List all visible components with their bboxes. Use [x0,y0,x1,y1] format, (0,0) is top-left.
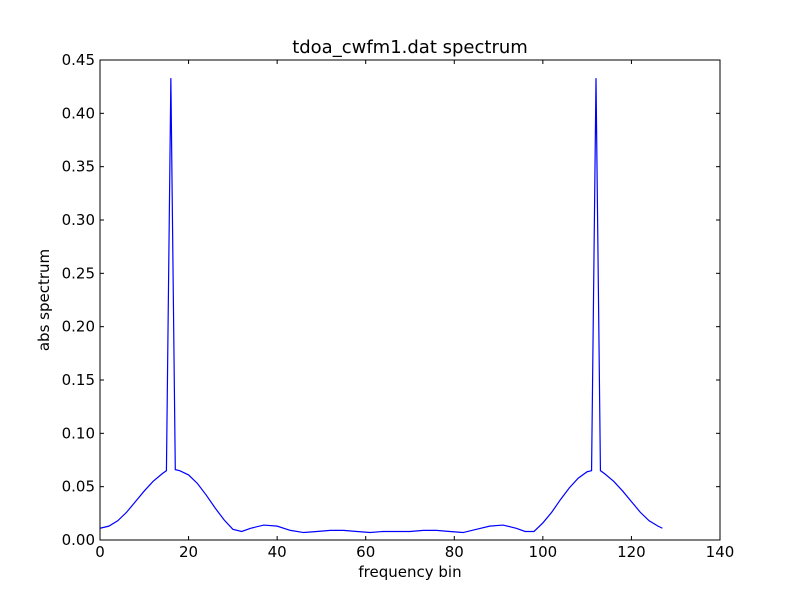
chart-title: tdoa_cwfm1.dat spectrum [292,37,528,58]
x-tick-label: 60 [356,543,375,561]
y-tick-label: 0.35 [62,158,95,176]
axes-frame [99,59,721,541]
x-axis-label: frequency bin [358,563,461,581]
x-tick-label: 40 [268,543,287,561]
x-tick-label: 100 [529,543,558,561]
x-tick-label: 80 [445,543,464,561]
y-axis-label: abs spectrum [35,249,53,351]
y-tick-label: 0.15 [62,371,95,389]
y-tick-label: 0.30 [62,211,95,229]
ticks: 0 20 40 60 80 100 120 140 0.00 0.05 0.10 0.15 0.20 0.… [62,51,735,561]
x-tick-label: 120 [617,543,646,561]
y-tick-label: 0.10 [62,424,95,442]
y-tick-label: 0.25 [62,264,95,282]
x-tick-label: 20 [179,543,198,561]
plot-area [99,78,663,534]
series-line-0 [99,78,663,534]
y-tick-label: 0.40 [62,104,95,122]
y-tick-label: 0.20 [62,318,95,336]
y-tick-label: 0.45 [62,51,95,69]
x-tick-label: 0 [95,543,105,561]
y-tick-label: 0.00 [62,531,95,549]
x-tick-label: 140 [706,543,735,561]
y-tick-label: 0.05 [62,478,95,496]
